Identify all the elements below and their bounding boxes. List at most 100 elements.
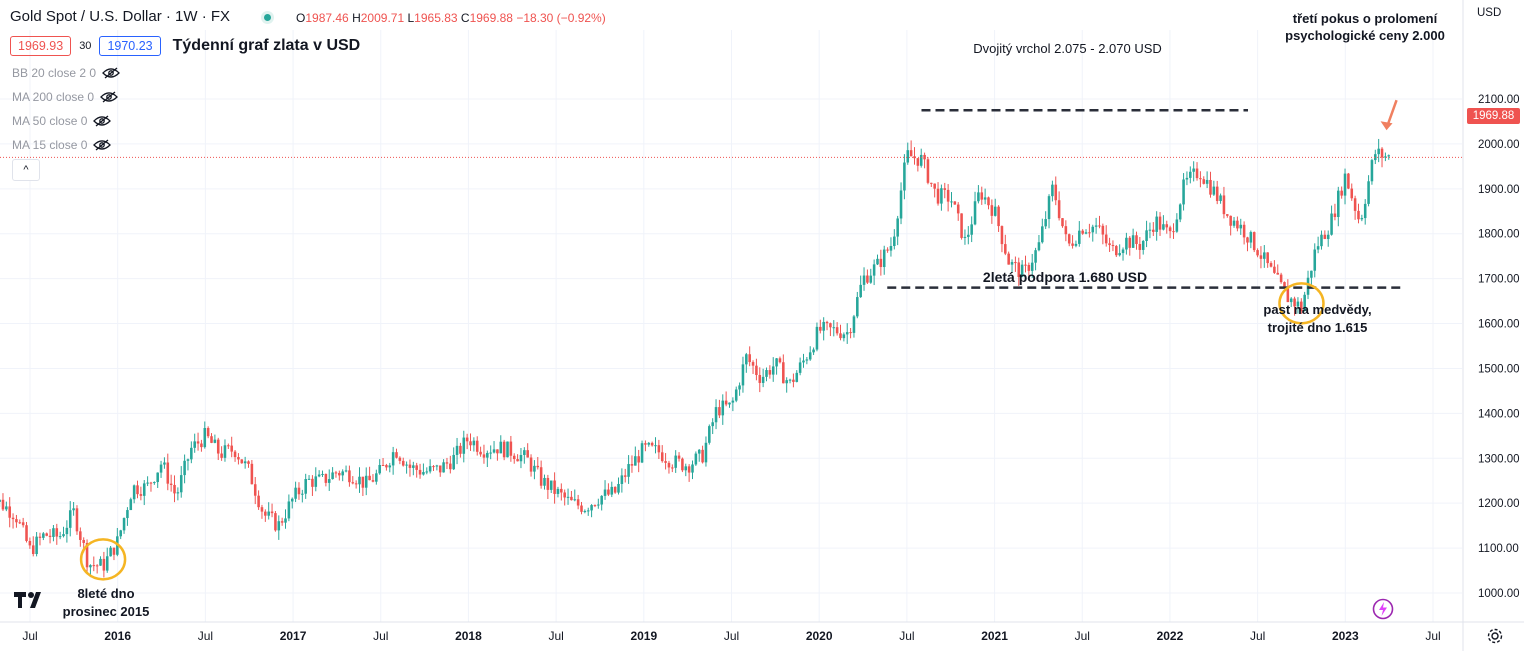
- y-tick-label: 1600.00: [1478, 319, 1520, 331]
- candle-body: [909, 150, 913, 157]
- hidden-eye-icon[interactable]: [100, 91, 118, 103]
- candle-body: [502, 441, 506, 458]
- candle-body: [432, 466, 435, 468]
- candle-body: [1074, 243, 1078, 246]
- candle-body: [479, 451, 482, 455]
- candle-body: [946, 189, 950, 202]
- hidden-eye-icon[interactable]: [102, 67, 120, 79]
- candle-body: [1256, 250, 1259, 256]
- candle-body: [395, 452, 398, 458]
- candle-body: [348, 470, 351, 483]
- market-status-icon[interactable]: [261, 11, 274, 24]
- collapse-legend-button[interactable]: ^: [12, 159, 40, 181]
- indicator-ma50[interactable]: MA 50 close 0: [12, 114, 112, 128]
- candle-body: [324, 473, 328, 483]
- candle-body: [644, 443, 647, 445]
- candle-body: [1222, 195, 1226, 215]
- high-value: 2009.71: [360, 11, 405, 25]
- candle-body: [1020, 264, 1024, 278]
- candle-body: [1148, 229, 1152, 231]
- x-tick-label: 2020: [806, 629, 833, 643]
- currency-label[interactable]: USD: [1477, 7, 1502, 19]
- candle-body: [950, 201, 953, 203]
- candle-body: [808, 352, 812, 360]
- candle-body: [381, 464, 385, 466]
- candle-body: [1098, 225, 1101, 227]
- candle-body: [751, 362, 755, 366]
- sell-button[interactable]: 1969.93: [10, 36, 72, 56]
- candle-body: [1044, 219, 1047, 227]
- candle-body: [862, 275, 866, 285]
- candle-body: [788, 379, 792, 381]
- candle-body: [247, 461, 250, 464]
- candle-body: [792, 379, 795, 382]
- candle-body: [768, 370, 772, 375]
- hidden-eye-icon[interactable]: [93, 139, 112, 151]
- candle-body: [1370, 160, 1374, 182]
- candle-body: [112, 547, 116, 555]
- candle-body: [1360, 218, 1364, 220]
- annotation-bottom-1: 8leté dno: [77, 586, 135, 601]
- indicator-ma15[interactable]: MA 15 close 0: [12, 138, 112, 152]
- tradingview-logo[interactable]: [14, 592, 46, 608]
- candle-body: [351, 482, 355, 484]
- candle-body: [489, 452, 492, 454]
- candle-body: [79, 531, 82, 540]
- candle-body: [1047, 196, 1051, 220]
- candle-body: [176, 492, 180, 494]
- candle-body: [452, 454, 455, 470]
- candle-body: [1061, 218, 1064, 227]
- candle-body: [364, 475, 368, 488]
- candle-body: [166, 462, 170, 484]
- candle-body: [1212, 186, 1216, 195]
- candle-body: [38, 536, 42, 538]
- candle-body: [260, 507, 264, 512]
- indicator-bb[interactable]: BB 20 close 2 0: [12, 66, 120, 80]
- candle-body: [287, 501, 291, 519]
- candle-body: [701, 449, 704, 463]
- candle-body: [1246, 237, 1249, 243]
- candle-body: [1091, 226, 1095, 233]
- candle-body: [304, 479, 307, 494]
- candle-body: [1363, 203, 1367, 219]
- hidden-eye-icon[interactable]: [93, 115, 112, 127]
- candle-body: [681, 458, 684, 471]
- candle-body: [829, 323, 832, 328]
- candle-body: [694, 453, 698, 465]
- spread-value: 30: [79, 40, 92, 52]
- candle-body: [805, 359, 809, 361]
- candle-body: [1118, 253, 1121, 256]
- candle-body: [1195, 168, 1199, 179]
- flash-icon[interactable]: [1372, 598, 1394, 620]
- candle-body: [832, 327, 836, 329]
- candle-body: [691, 464, 694, 473]
- indicator-ma200[interactable]: MA 200 close 0: [12, 90, 118, 104]
- buy-button[interactable]: 1970.23: [99, 36, 161, 56]
- candle-body: [734, 389, 738, 401]
- candle-body: [264, 511, 267, 516]
- candle-body: [1387, 155, 1391, 157]
- candle-body: [58, 536, 62, 538]
- candle-body: [866, 275, 869, 283]
- y-tick-label: 1900.00: [1478, 184, 1520, 196]
- candle-body: [913, 156, 916, 159]
- candle-body: [1131, 235, 1135, 248]
- gear-icon[interactable]: [1486, 627, 1504, 645]
- candle-body: [237, 457, 240, 460]
- candle-body: [839, 333, 842, 339]
- x-tick-label: 2018: [455, 629, 482, 643]
- candle-body: [610, 486, 614, 495]
- candle-body: [856, 297, 859, 317]
- candle-body: [8, 506, 11, 518]
- symbol-title[interactable]: Gold Spot / U.S. Dollar · 1W · FX: [10, 8, 230, 25]
- candle-body: [512, 455, 516, 460]
- candle-body: [469, 441, 472, 446]
- x-tick-label: Jul: [899, 629, 914, 643]
- candle-body: [674, 455, 677, 468]
- last-price-tag: 1969.88: [1467, 108, 1520, 124]
- candle-body: [1306, 277, 1310, 295]
- candle-body: [899, 190, 903, 219]
- candle-body: [398, 457, 402, 461]
- candle-body: [294, 487, 297, 499]
